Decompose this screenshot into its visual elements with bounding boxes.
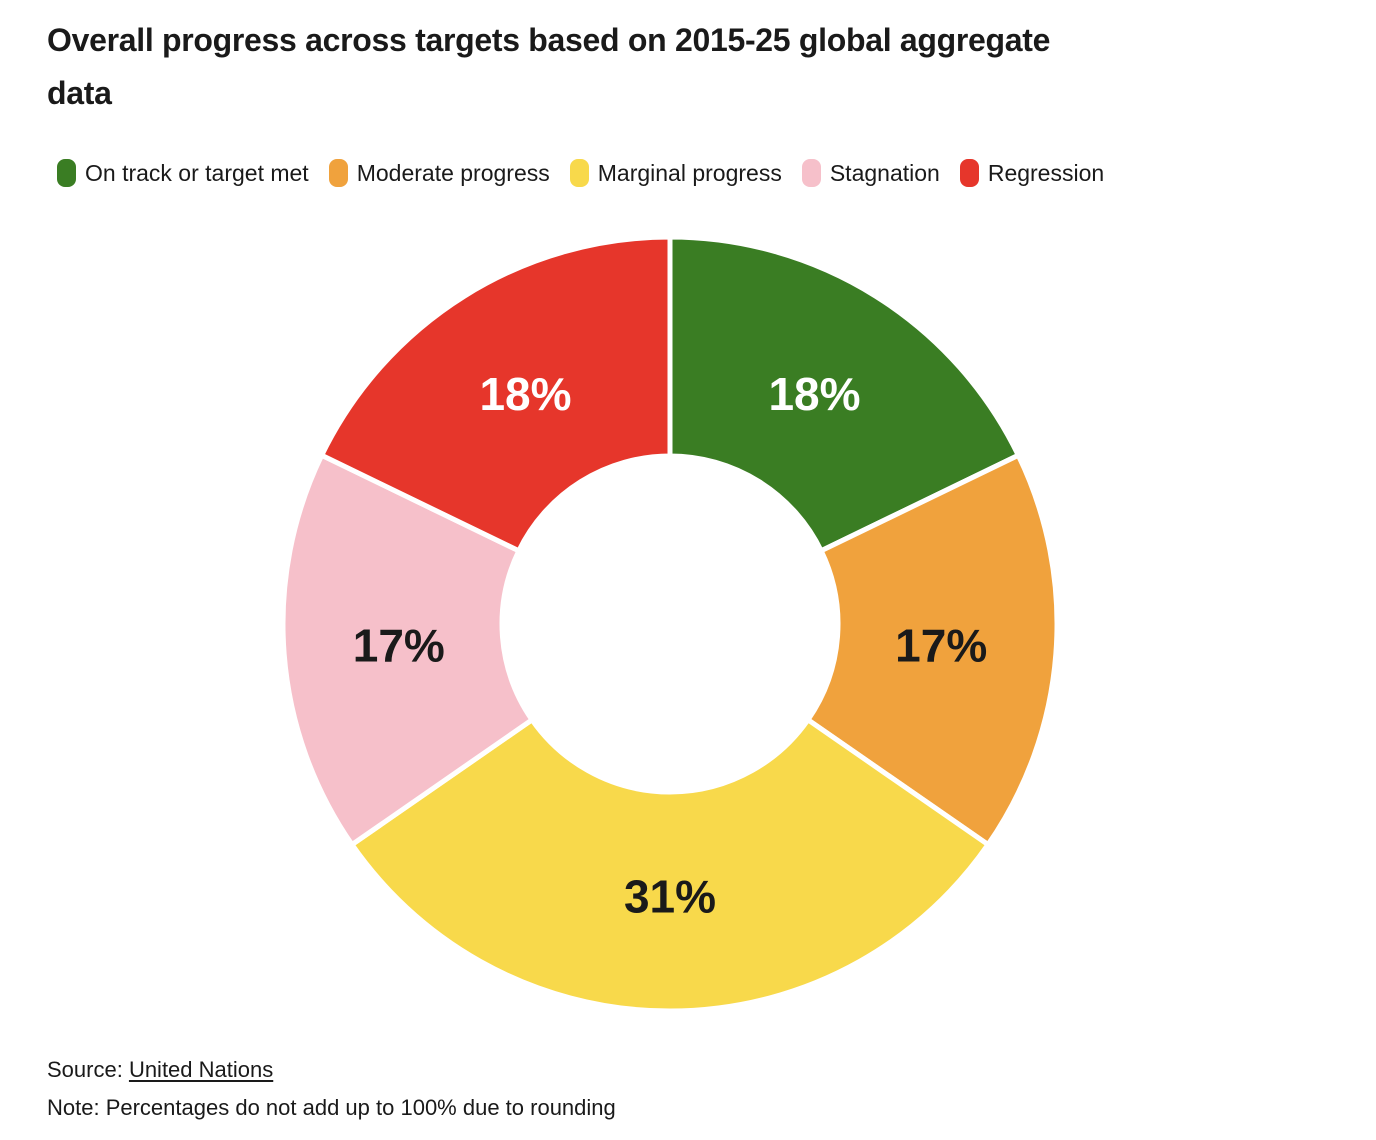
- legend-label: Marginal progress: [597, 159, 782, 186]
- chart-title: Overall progress across targets based on…: [47, 22, 1051, 111]
- slice-marginal-progress[interactable]: [349, 717, 991, 1014]
- legend-swatch-on-track: [57, 159, 76, 187]
- legend-label: Regression: [987, 159, 1105, 186]
- legend-item-stagnation: Stagnation: [801, 159, 940, 187]
- source-line: Source: United Nations: [47, 1051, 616, 1089]
- legend-item-moderate-progress: Moderate progress: [328, 159, 550, 187]
- legend-item-regression: Regression: [959, 159, 1105, 187]
- slice-moderate-progress[interactable]: [805, 452, 1060, 848]
- legend-swatch-moderate-progress: [328, 159, 348, 187]
- legend-item-marginal-progress: Marginal progress: [569, 159, 782, 187]
- source-link[interactable]: United Nations: [128, 1057, 274, 1082]
- legend-item-on-track: On track or target met: [57, 159, 309, 187]
- source-label: Source:: [47, 1057, 129, 1082]
- slice-on-track-or-target-met[interactable]: [667, 234, 1021, 554]
- chart-footer: Source: United Nations Note: Percentages…: [47, 1051, 616, 1127]
- legend-swatch-stagnation: [801, 159, 821, 187]
- note-text: Note: Percentages do not add up to 100% …: [47, 1095, 616, 1120]
- legend-label: Stagnation: [829, 159, 940, 186]
- legend-swatch-marginal-progress: [569, 159, 589, 187]
- legend-label: On track or target met: [85, 159, 309, 186]
- legend-label: Moderate progress: [356, 159, 550, 186]
- slice-stagnation[interactable]: [280, 452, 535, 848]
- chart-legend: On track or target met Moderate progress…: [57, 159, 1104, 187]
- slice-regression[interactable]: [319, 234, 673, 554]
- legend-swatch-regression: [959, 159, 979, 187]
